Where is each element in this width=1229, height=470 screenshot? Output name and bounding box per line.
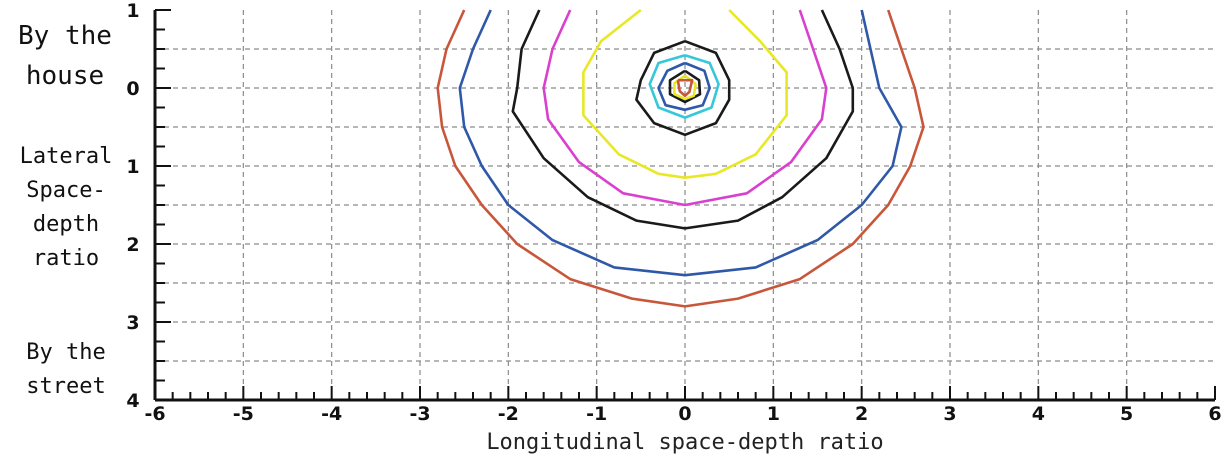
label-by-the-street-line1: By the [26, 340, 106, 365]
x-tick-label: 2 [855, 403, 868, 425]
x-axis-label: Longitudinal space-depth ratio [486, 430, 884, 455]
x-tick-label: 1 [767, 403, 780, 425]
contour-line-0 [436, 9, 925, 308]
label-by-the-street: By the street [6, 336, 126, 404]
y-tick-label: 0 [126, 78, 139, 100]
label-lateral-line2: Space- [26, 178, 106, 203]
y-tick-label: 1 [126, 0, 139, 22]
x-tick-label: -2 [498, 403, 519, 425]
label-by-the-house-line2: house [25, 61, 105, 91]
contour-line-3 [542, 9, 828, 207]
x-tick-label: 6 [1208, 403, 1221, 425]
label-lateral-line3: depth [32, 212, 100, 237]
contour-line-9 [673, 74, 697, 101]
x-tick-label: -5 [233, 403, 254, 425]
grid [155, 10, 1215, 400]
x-tick-label: 4 [1032, 403, 1045, 425]
x-tick-label: -4 [321, 403, 342, 425]
label-by-the-house-line1: By the [18, 21, 112, 51]
x-tick-label: -3 [409, 403, 430, 425]
label-by-the-street-line2: street [26, 374, 106, 399]
x-tick-label: -1 [586, 403, 607, 425]
y-tick-label: 1 [126, 156, 139, 178]
y-tick-label: 2 [126, 234, 139, 256]
label-lateral-line1: Lateral [19, 144, 113, 169]
tick-labels: -6 -5 -4 -3 -2 -1 0 1 2 3 4 5 6 1 0 1 2 3 4 [126, 0, 1221, 425]
label-lateral-line4: ratio [32, 246, 100, 271]
contour-line-2 [511, 9, 855, 230]
x-tick-label: 0 [678, 403, 691, 425]
contour-line-6 [648, 53, 720, 119]
x-tick-label: 5 [1120, 403, 1133, 425]
contour-line-5 [635, 39, 731, 137]
contour-line-4 [582, 8, 788, 179]
contour-line-8 [668, 69, 702, 104]
label-lateral-ratio: Lateral Space- depth ratio [6, 140, 126, 276]
contour-lines [436, 8, 925, 308]
y-tick-label: 4 [126, 390, 139, 412]
tick-marks [154, 9, 1216, 401]
y-tick-label: 3 [126, 312, 139, 334]
label-by-the-house: By the house [0, 16, 130, 96]
x-tick-label: 3 [943, 403, 956, 425]
contour-line-7 [657, 61, 711, 112]
contour-line-1 [458, 9, 903, 277]
x-tick-label: -6 [144, 403, 165, 425]
contour-line-10 [676, 78, 694, 98]
